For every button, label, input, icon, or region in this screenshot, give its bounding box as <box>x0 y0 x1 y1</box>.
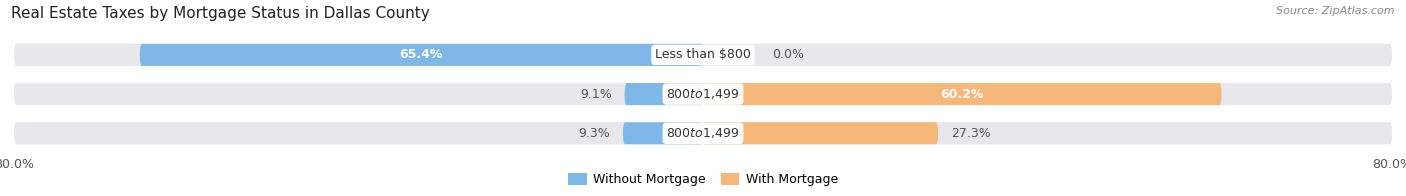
FancyBboxPatch shape <box>14 44 1392 66</box>
Text: Source: ZipAtlas.com: Source: ZipAtlas.com <box>1277 6 1395 16</box>
Text: 9.1%: 9.1% <box>579 88 612 101</box>
Text: $800 to $1,499: $800 to $1,499 <box>666 87 740 101</box>
FancyBboxPatch shape <box>623 122 703 144</box>
Legend: Without Mortgage, With Mortgage: Without Mortgage, With Mortgage <box>562 168 844 191</box>
FancyBboxPatch shape <box>14 122 1392 144</box>
Text: 65.4%: 65.4% <box>399 48 443 61</box>
FancyBboxPatch shape <box>703 122 938 144</box>
Text: 9.3%: 9.3% <box>578 127 610 140</box>
Text: 60.2%: 60.2% <box>941 88 984 101</box>
Text: Real Estate Taxes by Mortgage Status in Dallas County: Real Estate Taxes by Mortgage Status in … <box>11 6 430 21</box>
Text: Less than $800: Less than $800 <box>655 48 751 61</box>
FancyBboxPatch shape <box>139 44 703 66</box>
Text: 27.3%: 27.3% <box>950 127 991 140</box>
FancyBboxPatch shape <box>703 83 1222 105</box>
Text: $800 to $1,499: $800 to $1,499 <box>666 126 740 140</box>
FancyBboxPatch shape <box>14 83 1392 105</box>
FancyBboxPatch shape <box>624 83 703 105</box>
Text: 0.0%: 0.0% <box>772 48 804 61</box>
